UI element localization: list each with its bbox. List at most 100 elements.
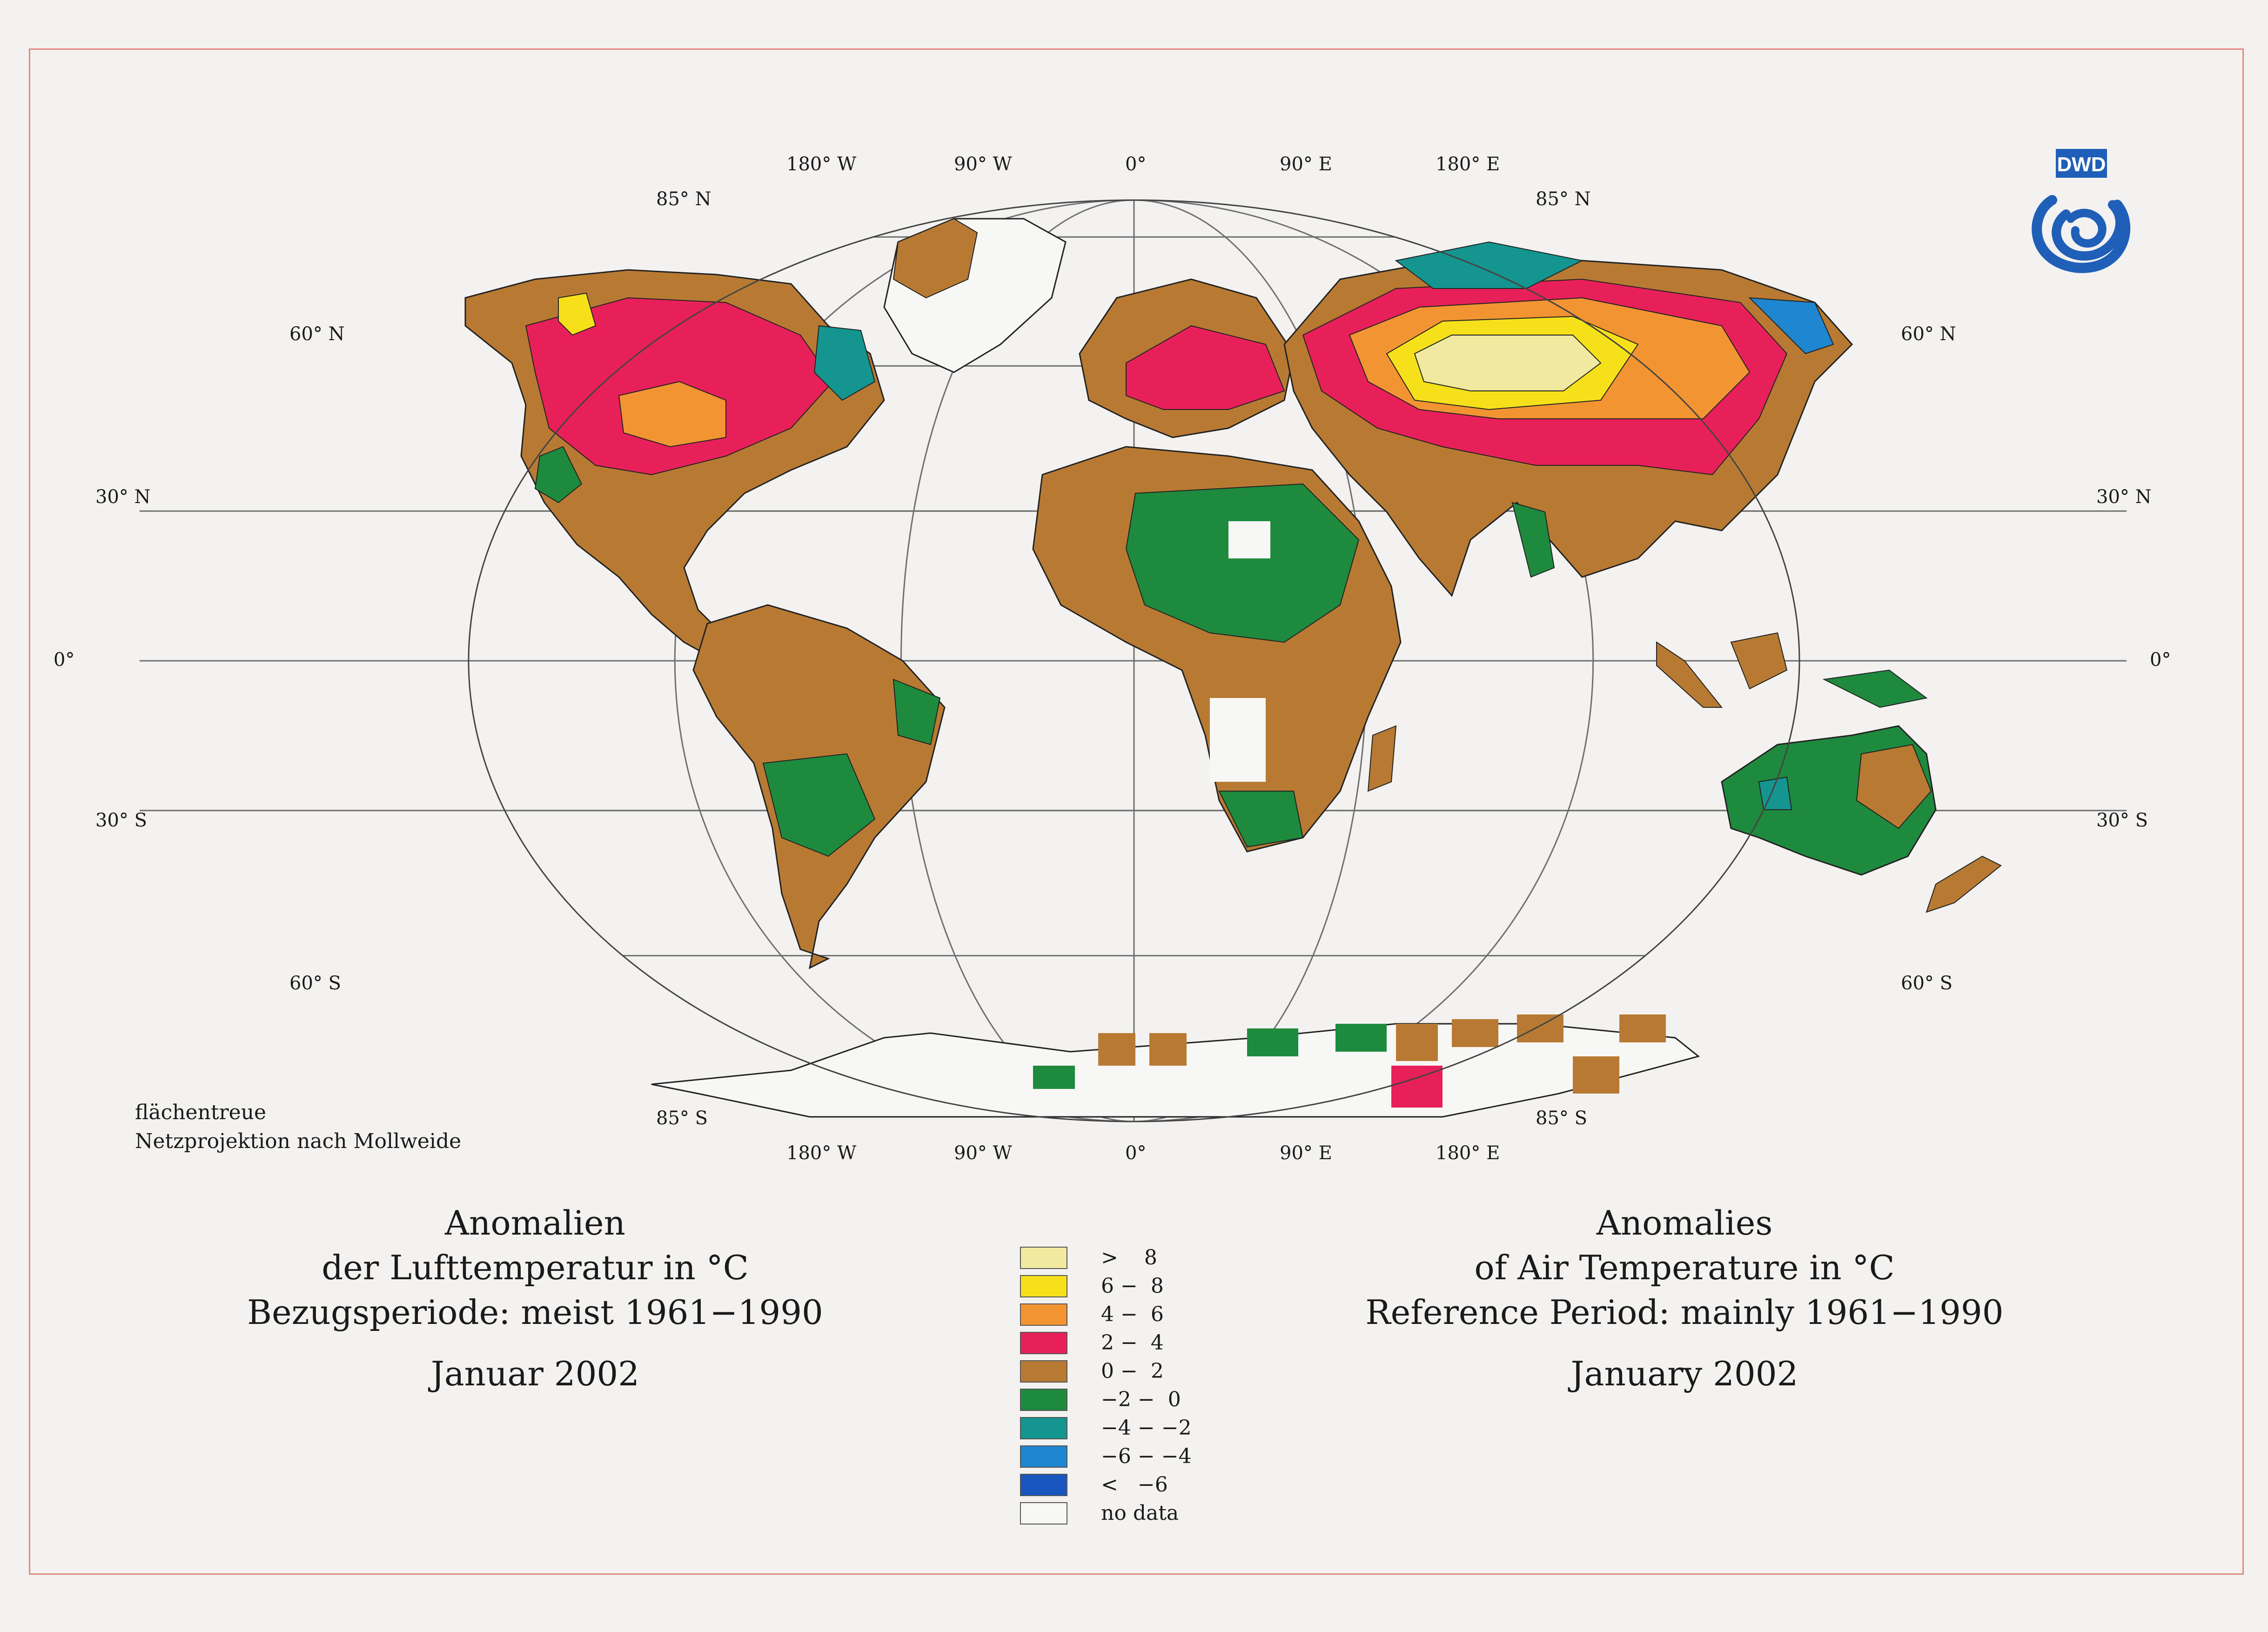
region-hudson-cold (813, 325, 876, 401)
title-german-line3: Bezugsperiode: meist 1961−1990 (247, 1293, 823, 1332)
region-antarctica-1 (1098, 1033, 1135, 1066)
region-great-lakes-4to6 (618, 381, 726, 448)
lat-label-right-60n: 60° N (1901, 323, 1956, 345)
legend-label: −2 − 0 (1101, 1388, 1181, 1411)
region-africa-no-data-1 (1228, 521, 1270, 558)
region-antarctica-8 (1517, 1014, 1563, 1042)
lon-label-bottom-180e: 180° E (1436, 1142, 1500, 1164)
lat-label-right-30s: 30° S (2096, 810, 2148, 831)
legend-swatch (1020, 1275, 1067, 1297)
region-sahara-cool (1125, 483, 1360, 643)
landmass-new-zealand (1926, 855, 2002, 913)
legend-item: −4 − −2 (1020, 1414, 1192, 1442)
lon-label-top-0: 0° (1125, 154, 1147, 175)
legend-label: −6 − −4 (1101, 1444, 1192, 1468)
lon-label-top-90w: 90° W (954, 154, 1012, 175)
region-mexico-cool (534, 446, 583, 504)
lon-label-bottom-90e: 90° E (1280, 1142, 1332, 1164)
title-english-line3: Reference Period: mainly 1961−1990 (1365, 1293, 2004, 1332)
lat-label-left-85n: 85° N (656, 188, 711, 210)
legend-swatch (1020, 1360, 1067, 1383)
region-brazil-east-cool (892, 678, 941, 745)
lat-label-left-0: 0° (54, 649, 75, 671)
legend-item: −6 − −4 (1020, 1442, 1192, 1471)
legend-swatch (1020, 1303, 1067, 1326)
legend-label: no data (1101, 1501, 1179, 1525)
legend-item: 2 − 4 (1020, 1329, 1192, 1357)
region-antarctica-7 (1452, 1019, 1498, 1047)
lat-label-right-60s: 60° S (1901, 973, 1953, 994)
region-antarctica-3 (1247, 1028, 1298, 1056)
title-english-line1: Anomalies (1596, 1203, 1773, 1242)
region-antarctica-5 (1396, 1024, 1438, 1061)
lat-label-left-60s: 60° S (289, 973, 342, 994)
landmass-sumatra (1656, 641, 1723, 708)
legend-label: 6 − 8 (1101, 1274, 1164, 1298)
region-australia-west-cold (1758, 776, 1792, 810)
title-german-line2: der Lufttemperatur in °C (322, 1248, 749, 1287)
legend-swatch (1020, 1445, 1067, 1468)
region-antarctica-10 (1619, 1014, 1666, 1042)
landmass-new-guinea (1822, 669, 1928, 708)
region-india-cool (1511, 502, 1555, 578)
lat-label-right-85s: 85° S (1536, 1108, 1588, 1129)
lat-label-right-85n: 85° N (1536, 188, 1591, 210)
region-alaska-6to8 (558, 292, 597, 336)
projection-note-line1: flächentreue (135, 1101, 267, 1124)
legend-swatch (1020, 1388, 1067, 1411)
projection-note: flächentreue Netzprojektion nach Mollwei… (135, 1098, 461, 1156)
title-german: Anomalien der Lufttemperatur in °C Bezug… (209, 1201, 861, 1396)
legend-item: > 8 (1020, 1243, 1192, 1272)
legend-item: 0 − 2 (1020, 1357, 1192, 1385)
lon-label-bottom-90w: 90° W (954, 1142, 1012, 1164)
dwd-logo-text: DWD (2057, 153, 2106, 176)
region-antarctica-9 (1573, 1056, 1619, 1094)
legend-item: 6 − 8 (1020, 1272, 1192, 1300)
legend-item: −2 − 0 (1020, 1385, 1192, 1414)
page-border (29, 48, 2244, 1575)
lon-label-bottom-180w: 180° W (786, 1142, 857, 1164)
region-antarctica-11 (1033, 1066, 1075, 1089)
title-german-line1: Anomalien (445, 1203, 625, 1242)
region-arctic-cold (1395, 241, 1584, 289)
title-english-month: January 2002 (1570, 1354, 1798, 1393)
title-german-month: Januar 2002 (431, 1354, 639, 1393)
landmass-madagascar (1367, 725, 1397, 792)
title-english-line2: of Air Temperature in °C (1474, 1248, 1895, 1287)
region-south-america-cool (762, 753, 876, 857)
legend-swatch (1020, 1331, 1067, 1354)
landmass-borneo (1730, 632, 1788, 690)
lat-label-right-30n: 30° N (2096, 486, 2152, 508)
lon-label-top-180w: 180° W (786, 154, 857, 175)
dwd-logo: DWD (2032, 149, 2131, 273)
region-australia-east-warm (1856, 744, 1932, 829)
legend-swatch (1020, 1502, 1067, 1525)
lat-label-left-60n: 60° N (289, 323, 345, 345)
lat-label-left-85s: 85° S (656, 1108, 708, 1129)
lat-label-left-30n: 30° N (95, 486, 151, 508)
lat-label-right-0: 0° (2150, 649, 2171, 671)
legend-label: > 8 (1101, 1246, 1157, 1269)
lon-label-top-90e: 90° E (1280, 154, 1332, 175)
region-antarctica-2 (1149, 1033, 1187, 1066)
region-antarctica-4 (1335, 1024, 1387, 1052)
legend-item: 4 − 6 (1020, 1300, 1192, 1329)
lon-label-bottom-0: 0° (1125, 1142, 1147, 1164)
lat-label-left-30s: 30° S (95, 810, 148, 831)
legend-label: −4 − −2 (1101, 1416, 1192, 1440)
region-far-east-cold (1748, 297, 1834, 355)
legend-label: 0 − 2 (1101, 1359, 1164, 1383)
legend: > 8 6 − 8 4 − 6 2 − 4 0 − 2 −2 − 0 −4 − … (1020, 1243, 1192, 1527)
region-europe-warm (1126, 325, 1285, 410)
lon-label-top-180e: 180° E (1436, 154, 1500, 175)
title-english: Anomalies of Air Temperature in °C Refer… (1359, 1201, 2010, 1396)
legend-label: 4 − 6 (1101, 1303, 1164, 1326)
region-siberia-gt8 (1414, 335, 1602, 391)
legend-swatch (1020, 1246, 1067, 1269)
region-africa-no-data-2 (1210, 698, 1266, 782)
legend-swatch (1020, 1417, 1067, 1439)
legend-item: no data (1020, 1499, 1192, 1527)
projection-outline (468, 199, 1800, 1122)
legend-label: 2 − 4 (1101, 1331, 1164, 1355)
